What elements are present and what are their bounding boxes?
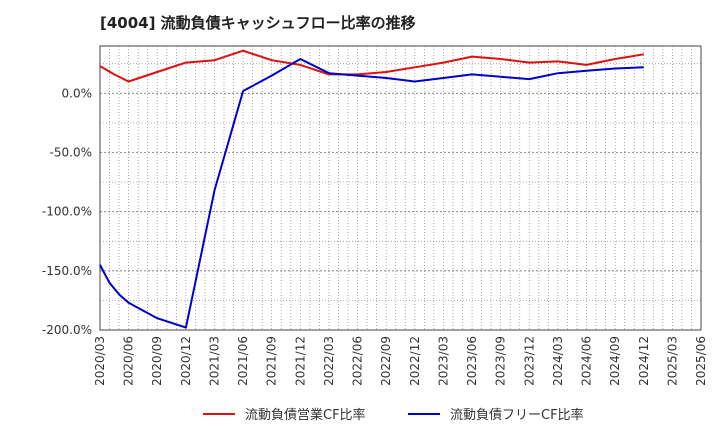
x-tick-label: 2022/03 [322, 336, 336, 386]
x-tick-label: 2022/12 [408, 336, 422, 386]
x-tick-label: 2024/06 [580, 336, 594, 386]
x-tick-label: 2023/06 [465, 336, 479, 386]
x-tick-label: 2024/09 [608, 336, 622, 386]
x-tick-label: 2021/03 [207, 336, 221, 386]
legend: 流動負債営業CF比率 流動負債フリーCF比率 [203, 407, 584, 423]
x-tick-label: 2020/09 [150, 336, 164, 386]
x-tick-label: 2020/12 [179, 336, 193, 386]
plot-area: 0.0% -50.0% -100.0% -150.0% -200.0%2020/03 20… [42, 45, 708, 386]
x-tick-label: 2021/06 [236, 336, 250, 386]
chart-title: [4004] 流動負債キャッシュフロー比率の推移 [100, 14, 416, 32]
y-tick-label: -50.0% [50, 146, 92, 160]
x-tick-label: 2024/12 [637, 336, 651, 386]
y-tick-label: -100.0% [42, 205, 92, 219]
plot-background [100, 46, 701, 330]
y-tick-label: 0.0% [62, 86, 93, 100]
x-tick-label: 2020/06 [122, 336, 136, 386]
x-tick-label: 2023/03 [436, 336, 450, 386]
x-tick-label: 2022/06 [351, 336, 365, 386]
x-tick-label: 2023/09 [494, 336, 508, 386]
x-tick-label: 2022/09 [379, 336, 393, 386]
series-line-2 [99, 58, 644, 329]
x-tick-label: 2021/12 [293, 336, 307, 386]
plot-frame [99, 45, 702, 331]
series-line-1 [99, 49, 644, 83]
x-tick-label: 2023/12 [522, 336, 536, 386]
legend-label-2: 流動負債フリーCF比率 [450, 407, 584, 423]
x-tick-label: 2025/03 [665, 336, 679, 386]
x-tick-label: 2020/03 [93, 336, 107, 386]
x-tick-label: 2024/03 [551, 336, 565, 386]
legend-label-1: 流動負債営業CF比率 [245, 407, 366, 423]
y-tick-label: -200.0% [42, 323, 92, 337]
x-tick-label: 2021/09 [265, 336, 279, 386]
x-tick-label: 2025/06 [694, 336, 708, 386]
y-tick-label: -150.0% [42, 264, 92, 278]
